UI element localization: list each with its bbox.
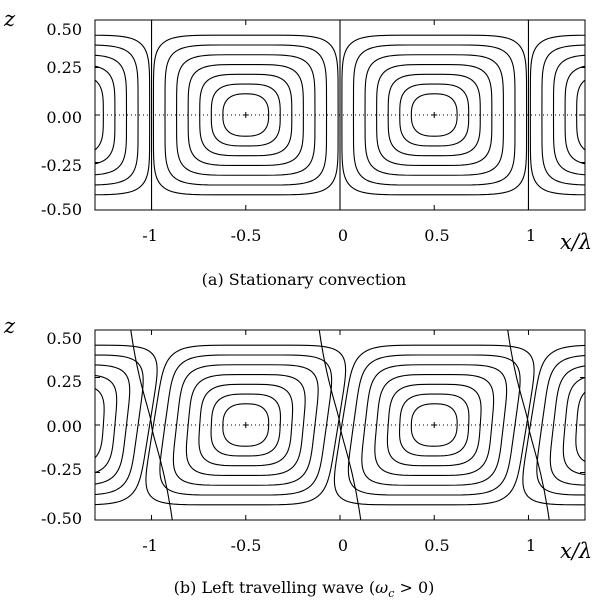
contour-line <box>95 54 128 176</box>
contour-line <box>95 44 139 186</box>
contour-line <box>159 354 333 496</box>
contour-line <box>333 344 535 506</box>
contour-line <box>376 63 493 167</box>
panel-a-xtick-label: -1 <box>142 226 158 245</box>
panel-a: z 0.50 0.25 0.00 -0.25 -0.50 -1 -0.5 0 0… <box>3 7 615 289</box>
contour-line <box>361 364 508 486</box>
panel-a-ytick-label: -0.25 <box>41 156 82 175</box>
contour-line <box>95 364 131 485</box>
contour-line <box>176 54 316 176</box>
panel-a-y-axis-label: z <box>3 7 16 31</box>
contour-line <box>562 376 585 476</box>
panel-b-xtick-label: 1 <box>526 536 536 555</box>
panel-b-ytick-label: 0.00 <box>46 417 82 436</box>
panel-b-ytick-label: 0.50 <box>46 329 82 348</box>
panel-a-plot-area <box>94 19 615 211</box>
contour-line <box>145 344 347 506</box>
cell-boundary-line <box>507 330 550 520</box>
panel-b-caption: (b) Left travelling wave (ωc > 0) <box>174 578 435 600</box>
contour-line <box>541 44 585 186</box>
contour-line <box>347 354 521 496</box>
panel-a-xtick-label: 1 <box>526 226 536 245</box>
panel-a-xtick-label: -0.5 <box>231 226 262 245</box>
contour-line <box>588 394 615 456</box>
panel-a-ytick-label: -0.50 <box>41 200 82 219</box>
panel-b-ytick-label: -0.25 <box>41 460 82 479</box>
cell-center-marker <box>431 112 438 118</box>
panel-b-xtick-label: -0.5 <box>231 536 262 555</box>
contour-line <box>364 54 504 176</box>
contour-line <box>564 65 585 165</box>
contour-line <box>341 34 528 196</box>
contour-line <box>600 404 615 446</box>
contour-line <box>588 84 615 146</box>
contour-line <box>222 93 270 137</box>
contour-line <box>172 364 319 486</box>
contour-line <box>95 354 144 496</box>
contour-line <box>152 34 339 196</box>
panel-a-xtick-label: 0 <box>338 226 348 245</box>
panel-b-x-axis-label: x/λ <box>560 539 592 563</box>
contour-line <box>575 391 585 463</box>
contour-line <box>576 79 585 151</box>
contour-line <box>187 63 304 167</box>
panel-b-xtick-label: 0 <box>338 536 348 555</box>
contour-line <box>536 354 585 496</box>
panel-a-ytick-label: 0.25 <box>46 58 82 77</box>
panel-b-ytick-label: -0.50 <box>41 509 82 528</box>
panel-b: z 0.50 0.25 0.00 -0.25 -0.50 -1 -0.5 0 0… <box>3 314 615 600</box>
contour-line <box>374 373 495 477</box>
contour-line <box>164 44 328 186</box>
contour-line <box>222 403 270 447</box>
contour-line <box>600 94 615 136</box>
contour-line <box>549 365 585 486</box>
contour-line <box>387 73 481 157</box>
contour-line <box>386 383 482 467</box>
contour-line <box>95 34 151 196</box>
panel-a-caption: (a) Stationary convection <box>202 270 407 289</box>
panel-b-y-axis-label: z <box>3 314 16 338</box>
panel-a-ytick-label: 0.50 <box>46 20 82 39</box>
panel-b-plot-area <box>94 329 615 521</box>
contour-line <box>352 44 516 186</box>
panel-a-ytick-label: 0.00 <box>46 108 82 127</box>
contour-line <box>95 344 158 506</box>
panel-a-xtick-label: 0.5 <box>424 226 449 245</box>
panel-b-ytick-label: 0.25 <box>46 372 82 391</box>
panel-a-x-axis-label: x/λ <box>560 230 592 254</box>
panel-b-xtick-label: 0.5 <box>424 536 449 555</box>
cell-center-marker <box>431 422 438 428</box>
panel-b-xtick-label: -1 <box>142 536 158 555</box>
contour-line <box>529 34 585 196</box>
contour-line <box>522 344 585 506</box>
contour-line <box>185 373 306 477</box>
contour-line <box>552 54 585 176</box>
